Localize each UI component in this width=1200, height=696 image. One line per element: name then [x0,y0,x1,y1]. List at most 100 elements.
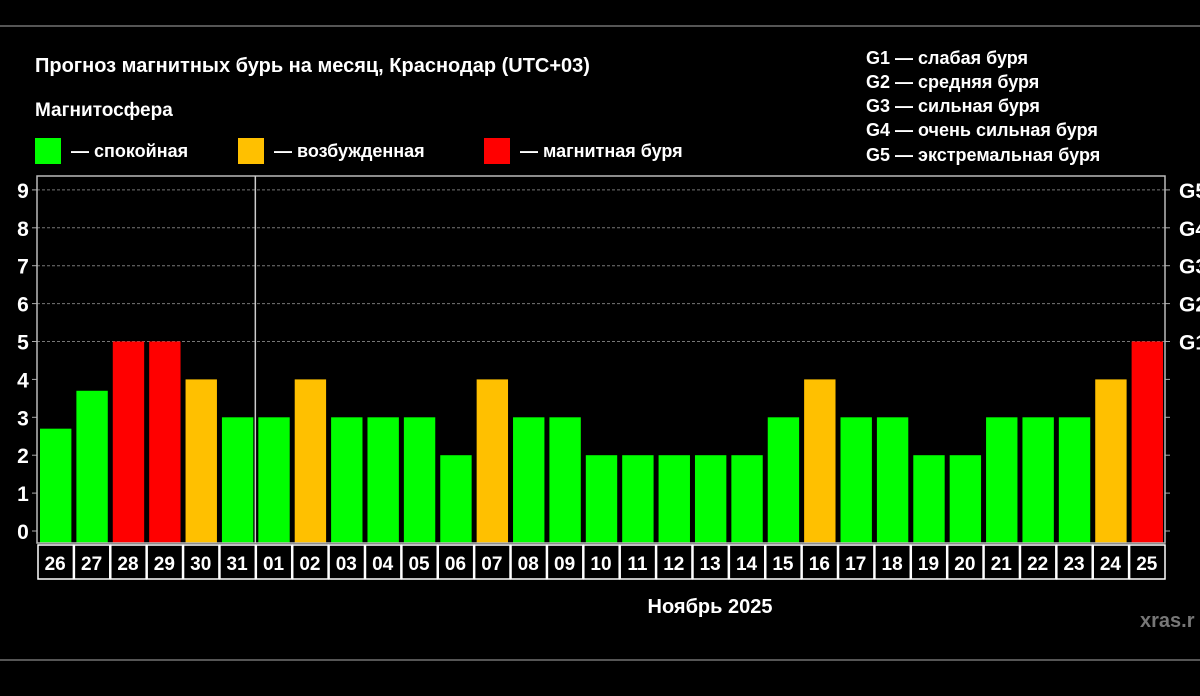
bar-05 [403,417,436,543]
bar-24 [1095,379,1127,543]
x-tick-label: 21 [991,554,1013,575]
x-tick-label: 24 [1100,554,1122,575]
g-scale-item: G2 — средняя буря [866,72,1040,92]
y-tick-label: 5 [17,332,29,355]
x-label-box [182,544,220,580]
y-tick-label: 7 [17,256,29,279]
x-tick-label: 14 [736,554,758,575]
legend-swatch [484,138,510,164]
legend-label: — спокойная [71,140,189,161]
bar-10 [585,455,618,543]
y-tick-label: 2 [17,445,29,468]
x-label-box [473,544,511,580]
x-label-box [510,544,548,580]
x-label-box [219,544,257,580]
x-label-box [73,544,111,580]
bar-02 [294,379,327,543]
bar-09 [549,417,581,543]
x-tick-label: 19 [918,554,939,575]
x-label-box [801,544,839,580]
x-tick-label: 03 [336,554,357,575]
bar-23 [1058,417,1091,543]
right-tick-label: G3 [1179,256,1200,279]
x-tick-label: 07 [481,554,502,575]
legend-swatch [238,138,264,164]
y-tick-label: 8 [17,218,29,241]
bar-27 [76,390,108,543]
legend-label: — возбужденная [274,140,425,161]
x-label-box [837,544,875,580]
x-label-box [401,544,439,580]
x-tick-label: 10 [590,554,611,575]
x-tick-label: 17 [845,554,866,575]
bottom-divider [0,659,1200,661]
g-scale-item: G5 — экстремальная буря [866,145,1101,165]
g-scale-item: G3 — сильная буря [866,96,1040,116]
bar-01 [258,417,290,543]
x-label-box [946,544,984,580]
bar-14 [731,455,763,543]
x-label-box [437,544,475,580]
bar-03 [331,417,363,543]
g-scale-item: G1 — слабая буря [866,48,1029,68]
right-tick-label: G1 [1179,332,1200,355]
y-tick-label: 4 [17,369,29,392]
g-scale-item: G4 — очень сильная буря [866,120,1098,140]
bar-22 [1022,417,1054,543]
y-tick-label: 0 [17,521,29,544]
x-label-box [291,544,329,580]
x-tick-label: 05 [408,554,430,575]
bar-17 [840,417,872,543]
y-tick-label: 9 [17,180,29,203]
x-label-box [255,544,293,580]
x-tick-label: 31 [227,554,249,575]
bar-12 [658,455,690,543]
x-tick-label: 02 [299,554,320,575]
x-label-box [619,544,657,580]
bar-29 [149,341,181,543]
bar-13 [694,455,727,543]
x-label-box [583,544,620,580]
x-label-box [874,544,912,580]
legend-item-quiet: — спокойная [35,138,188,164]
x-label-box [1092,544,1130,580]
bar-28 [112,341,145,543]
x-label-box [328,544,366,580]
legend-title: Магнитосфера [35,100,173,121]
x-label-box [983,544,1021,580]
x-tick-label: 23 [1063,554,1084,575]
bar-19 [913,455,945,543]
bar-30 [185,379,217,543]
legend-label: — магнитная буря [520,140,683,161]
legend-item-storm: — магнитная буря [484,138,683,164]
right-tick-label: G5 [1179,180,1200,203]
x-label-box [1056,544,1093,580]
bar-26 [40,428,72,543]
plot-frame [36,175,1166,544]
bar-06 [440,455,472,543]
legend-item-active: — возбужденная [238,138,425,164]
x-tick-label: 22 [1027,554,1048,575]
x-label-box [728,544,766,580]
bar-16 [804,379,836,543]
x-label-box [546,544,584,580]
x-tick-label: 16 [809,554,830,575]
x-label-box [1128,544,1166,580]
x-tick-label: 11 [627,554,648,575]
bar-31 [221,417,254,543]
x-tick-label: 01 [263,554,285,575]
x-tick-label: 12 [663,554,684,575]
y-tick-label: 6 [17,294,29,317]
bar-15 [767,417,800,543]
chart-title: Прогноз магнитных бурь на месяц, Краснод… [35,55,590,77]
bar-21 [986,417,1018,543]
x-label-box [364,544,402,580]
x-tick-label: 04 [372,554,394,575]
x-tick-label: 25 [1136,554,1158,575]
legend-swatch [35,138,61,164]
bar-04 [367,417,399,543]
x-tick-label: 09 [554,554,575,575]
x-label-box [692,544,730,580]
x-label-box [146,544,184,580]
